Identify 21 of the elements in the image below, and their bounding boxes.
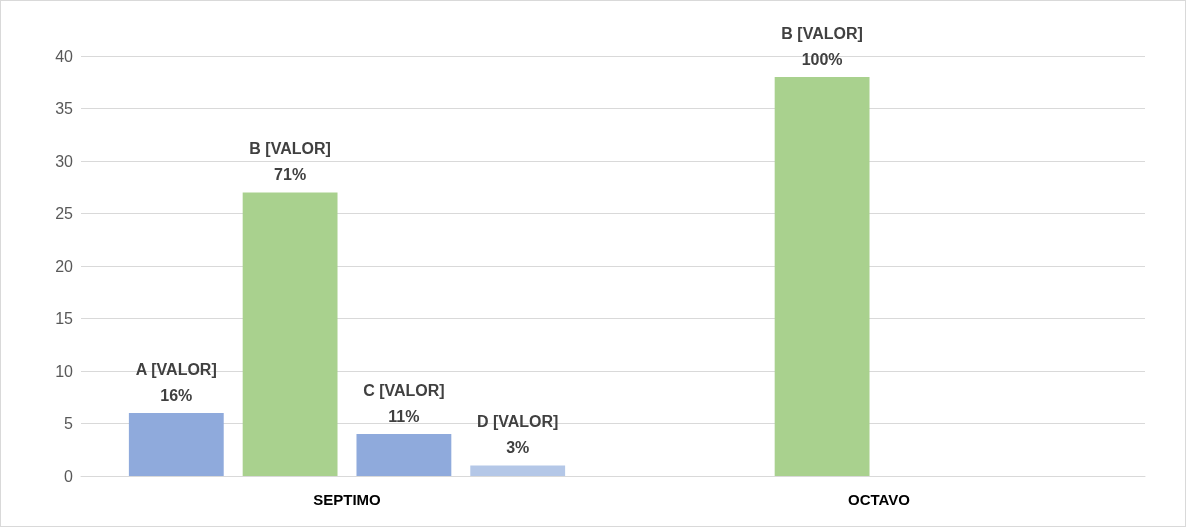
y-tick-label: 5 <box>64 415 74 432</box>
annotation: B [VALOR] 71% <box>249 140 331 183</box>
bar <box>356 434 452 476</box>
y-tick-label: 20 <box>55 257 74 275</box>
annotation: B [VALOR] 100% <box>781 24 863 68</box>
y-tick-label: 35 <box>55 100 74 117</box>
y-tick-label: 25 <box>55 205 74 222</box>
y-tick-label: 40 <box>55 47 74 65</box>
annotation: D [VALOR] 3% <box>476 413 559 456</box>
y-tick-label: 30 <box>55 152 74 170</box>
annotation: A [VALOR] 16% <box>135 360 217 404</box>
annotation: C [VALOR] 11% <box>363 381 445 425</box>
bar <box>128 413 224 476</box>
x-tick-label: SEPTIMO <box>313 491 382 508</box>
bar <box>774 77 870 476</box>
bar <box>470 465 566 476</box>
x-tick-label: OCTAVO <box>848 491 911 508</box>
y-tick-label: 0 <box>64 467 74 485</box>
bar <box>242 192 338 476</box>
y-tick-label: 15 <box>55 310 74 327</box>
y-tick-label: 10 <box>55 362 74 380</box>
